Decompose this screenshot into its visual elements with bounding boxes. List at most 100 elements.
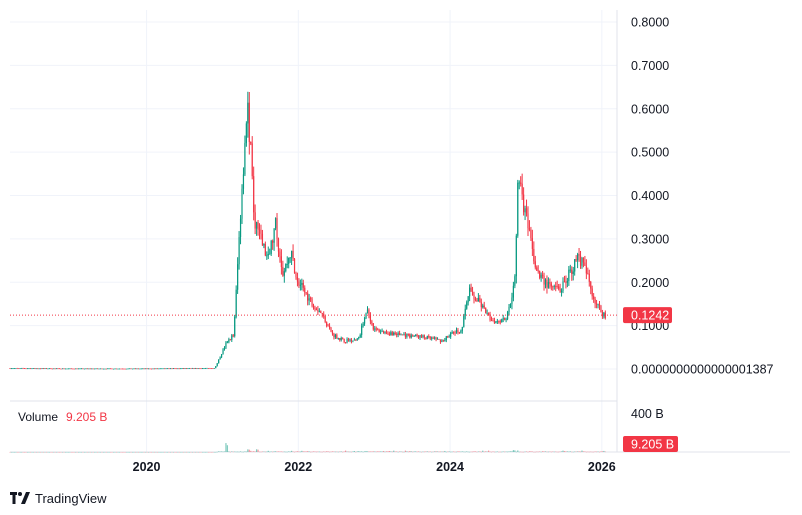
- candle-body: [577, 254, 579, 261]
- tradingview-logo[interactable]: TradingView: [10, 489, 107, 507]
- volume-bar: [304, 451, 306, 452]
- candle-body: [451, 331, 453, 334]
- volume-bar: [41, 451, 43, 453]
- volume-bar: [470, 451, 472, 453]
- candle-body: [541, 274, 544, 276]
- volume-bar: [604, 451, 606, 453]
- volume-bar: [587, 451, 589, 453]
- candle-body: [258, 229, 261, 231]
- candle-body: [92, 368, 94, 370]
- candle-body: [552, 286, 554, 288]
- candle-body: [207, 368, 210, 369]
- candle-body: [295, 273, 297, 278]
- volume-bar: [400, 451, 402, 452]
- candle-body: [311, 298, 313, 306]
- volume-bar: [229, 451, 231, 453]
- volume-bar: [129, 451, 131, 453]
- volume-bar: [585, 451, 587, 453]
- volume-bar: [66, 451, 68, 453]
- price-axis[interactable]: 0.8000 0.7000 0.6000 0.5000 0.4000 0.3000 0.20…: [631, 16, 774, 422]
- volume-bar: [10, 451, 13, 453]
- brand-name: TradingView: [35, 490, 107, 506]
- candle-body: [574, 259, 576, 272]
- volume-bar: [73, 451, 75, 453]
- volume-bar: [292, 451, 294, 452]
- volume-bar: [263, 451, 265, 453]
- candle-body: [228, 339, 230, 343]
- volume-bar: [115, 451, 118, 453]
- candle-body: [317, 310, 319, 312]
- volume-bar: [60, 451, 62, 453]
- candle-body: [339, 338, 341, 340]
- candle-body: [110, 368, 112, 370]
- candle-body: [185, 368, 188, 370]
- candle-body: [146, 368, 148, 370]
- volume-bar: [126, 451, 128, 453]
- volume-bar: [452, 451, 455, 453]
- volume-bar: [404, 450, 407, 452]
- volume-bar: [603, 450, 605, 452]
- volume-bar: [536, 451, 538, 453]
- volume-bar: [350, 451, 353, 453]
- volume-bar: [342, 451, 344, 453]
- volume-bar: [80, 451, 83, 453]
- candle-body: [549, 282, 551, 284]
- candle-body: [237, 264, 239, 290]
- volume-bar: [162, 451, 164, 453]
- volume-bar: [102, 451, 104, 453]
- volume-bar: [301, 450, 303, 452]
- volume-bar: [578, 451, 580, 452]
- candle-body: [57, 368, 59, 370]
- volume-bar: [309, 451, 312, 453]
- volume-bar: [251, 451, 253, 453]
- volume-bar: [193, 451, 195, 453]
- candle-body: [444, 339, 446, 341]
- candle-body: [509, 304, 512, 307]
- candle-body: [31, 368, 33, 370]
- candle-body: [175, 368, 177, 370]
- candle-body: [355, 339, 357, 341]
- candle-body: [244, 143, 246, 175]
- candle-body: [358, 337, 360, 339]
- volume-bar: [136, 451, 138, 453]
- volume-bar: [255, 449, 258, 452]
- candle-body: [489, 315, 491, 321]
- volume-bar: [212, 451, 214, 453]
- volume-bar: [61, 451, 64, 453]
- volume-bar: [423, 451, 425, 453]
- candle-body: [38, 368, 40, 370]
- volume-bar: [378, 451, 380, 452]
- volume-bar: [469, 451, 471, 453]
- candle-body: [178, 368, 180, 370]
- candle-body: [159, 368, 161, 370]
- candle-body: [400, 334, 402, 336]
- candle-body: [546, 279, 548, 288]
- volume-bar: [398, 451, 401, 452]
- candle-body: [117, 368, 119, 370]
- volume-bar: [384, 451, 386, 453]
- volume-bar: [451, 451, 453, 453]
- volume-bar: [375, 451, 377, 453]
- volume-bar: [442, 451, 444, 453]
- candle-body: [59, 368, 61, 370]
- volume-bar: [600, 451, 602, 452]
- volume-bar: [45, 451, 48, 453]
- volume-bar: [194, 451, 196, 453]
- volume-bar: [401, 451, 404, 453]
- volume-bar: [466, 451, 468, 452]
- volume-bar: [254, 451, 256, 453]
- time-axis[interactable]: 2020 2022 2024 2026: [133, 460, 616, 474]
- volume-bar: [161, 451, 163, 453]
- volume-bar: [85, 451, 87, 453]
- volume-bar: [54, 451, 56, 453]
- candle-body: [492, 320, 494, 322]
- candle-body: [550, 283, 552, 287]
- candle-body: [212, 368, 214, 369]
- volume-bar: [258, 451, 261, 453]
- candle-body: [499, 321, 501, 323]
- candle-body: [375, 328, 377, 330]
- candle-body: [588, 273, 590, 282]
- candle-body: [267, 253, 269, 256]
- candle-body: [41, 368, 43, 370]
